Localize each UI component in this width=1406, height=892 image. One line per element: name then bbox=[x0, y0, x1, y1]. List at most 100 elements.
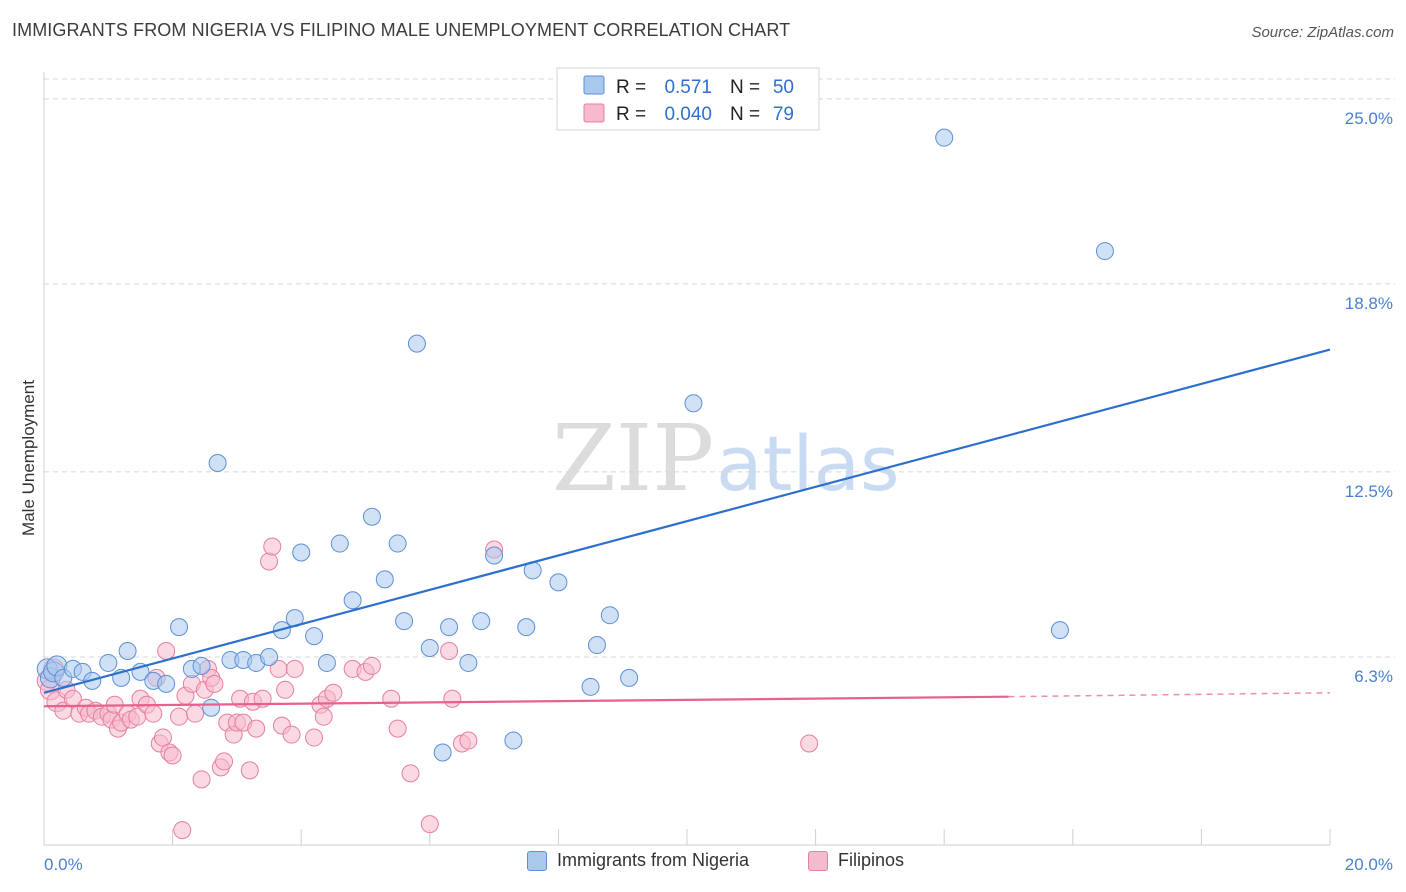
y-tick-label: 6.3% bbox=[1354, 667, 1393, 686]
filipinos-trend-line bbox=[43, 695, 1009, 708]
nigeria-point bbox=[472, 612, 491, 631]
filipinos-series-label: Filipinos bbox=[838, 850, 905, 870]
legend-n-value-1: 50 bbox=[773, 77, 794, 98]
chart-title: IMMIGRANTS FROM NIGERIA VS FILIPINO MALE… bbox=[12, 20, 791, 40]
filipinos-swatch bbox=[808, 850, 828, 871]
nigeria-point bbox=[260, 647, 279, 666]
filipinos-point bbox=[63, 689, 82, 708]
filipinos-point bbox=[157, 642, 176, 661]
filipinos-point bbox=[163, 746, 182, 765]
legend-r-label-2: R = bbox=[616, 104, 646, 125]
nigeria-point bbox=[1050, 621, 1069, 640]
filipinos-point bbox=[215, 752, 234, 771]
filipinos-point bbox=[305, 728, 324, 747]
source-label: Source: ZipAtlas.com bbox=[1251, 24, 1394, 41]
filipinos-point bbox=[192, 770, 211, 789]
y-tick-label: 12.5% bbox=[1345, 482, 1393, 501]
nigeria-series-label: Immigrants from Nigeria bbox=[557, 850, 750, 870]
nigeria-point bbox=[459, 653, 478, 672]
filipinos-point bbox=[247, 719, 266, 738]
nigeria-point bbox=[362, 507, 381, 526]
filipinos-point bbox=[459, 731, 478, 750]
nigeria-point bbox=[587, 636, 606, 655]
legend-swatch-filipinos bbox=[583, 103, 605, 123]
filipinos-point bbox=[440, 642, 459, 661]
nigeria-point bbox=[935, 128, 954, 147]
series-legend-nigeria: Immigrants from Nigeria bbox=[527, 850, 749, 871]
filipinos-point bbox=[153, 728, 172, 747]
nigeria-point bbox=[600, 606, 619, 625]
legend-n-label-2: N = bbox=[730, 104, 760, 125]
nigeria-point bbox=[1095, 242, 1114, 261]
legend-r-label-1: R = bbox=[616, 77, 646, 98]
nigeria-point bbox=[192, 656, 211, 675]
y-tick-labels: 6.3% 12.5% 18.8% 25.0% bbox=[1345, 109, 1393, 686]
y-tick-label: 18.8% bbox=[1345, 294, 1393, 313]
nigeria-point bbox=[208, 453, 227, 472]
filipinos-point bbox=[285, 659, 304, 678]
nigeria-point bbox=[343, 591, 362, 610]
filipinos-point bbox=[263, 537, 282, 556]
nigeria-trend-line bbox=[43, 348, 1331, 694]
x-tick-labels: 0.0% 20.0% bbox=[44, 855, 1393, 874]
filipinos-point bbox=[401, 764, 420, 783]
nigeria-point bbox=[202, 698, 221, 717]
nigeria-point bbox=[388, 534, 407, 553]
y-tick-label: 25.0% bbox=[1345, 109, 1393, 128]
nigeria-point bbox=[485, 546, 504, 565]
filipinos-point bbox=[800, 734, 819, 753]
filipinos-point bbox=[324, 683, 343, 702]
nigeria-points bbox=[36, 128, 1114, 762]
filipinos-trend-extension bbox=[1008, 692, 1331, 698]
nigeria-point bbox=[99, 653, 118, 672]
filipinos-point bbox=[240, 761, 259, 780]
filipinos-point bbox=[170, 707, 189, 726]
trend-lines bbox=[43, 348, 1331, 708]
nigeria-point bbox=[375, 570, 394, 589]
nigeria-point bbox=[170, 618, 189, 637]
legend-r-value-2: 0.040 bbox=[664, 104, 712, 125]
nigeria-point bbox=[157, 674, 176, 693]
nigeria-point bbox=[407, 334, 426, 353]
correlation-legend: R = 0.571 N = 50 R = 0.040 N = 79 bbox=[556, 67, 820, 131]
watermark-atlas: atlas bbox=[716, 419, 900, 508]
filipinos-point bbox=[388, 719, 407, 738]
filipinos-point bbox=[205, 674, 224, 693]
filipinos-point bbox=[260, 552, 279, 571]
filipinos-point bbox=[420, 815, 439, 834]
x-tick-label-min: 0.0% bbox=[44, 855, 83, 874]
x-tick-marks bbox=[43, 829, 1331, 845]
nigeria-point bbox=[581, 677, 600, 696]
grid-lines bbox=[44, 78, 1395, 658]
legend-swatch-nigeria bbox=[583, 75, 605, 95]
filipinos-point bbox=[186, 704, 205, 723]
nigeria-point bbox=[517, 618, 536, 637]
watermark-zip: ZIP bbox=[552, 405, 714, 512]
nigeria-point bbox=[118, 642, 137, 661]
series-legend-filipinos: Filipinos bbox=[808, 850, 904, 871]
filipinos-point bbox=[314, 707, 333, 726]
filipinos-point bbox=[282, 725, 301, 744]
legend-r-value-1: 0.571 bbox=[664, 77, 712, 98]
filipinos-points bbox=[36, 537, 819, 840]
nigeria-point bbox=[433, 743, 452, 762]
filipinos-point bbox=[144, 704, 163, 723]
nigeria-point bbox=[420, 639, 439, 658]
nigeria-point bbox=[292, 543, 311, 562]
filipinos-point bbox=[382, 689, 401, 708]
nigeria-point bbox=[504, 731, 523, 750]
nigeria-point bbox=[305, 627, 324, 646]
legend-n-label-1: N = bbox=[730, 77, 760, 98]
filipinos-point bbox=[443, 689, 462, 708]
nigeria-point bbox=[395, 612, 414, 631]
nigeria-point bbox=[440, 618, 459, 637]
legend-n-value-2: 79 bbox=[773, 104, 794, 125]
y-axis-label: Male Unemployment bbox=[19, 380, 38, 536]
x-tick-label-max: 20.0% bbox=[1345, 855, 1393, 874]
nigeria-point bbox=[317, 653, 336, 672]
series-legend: Immigrants from Nigeria Filipinos bbox=[0, 850, 1406, 880]
filipinos-point bbox=[173, 821, 192, 840]
nigeria-point bbox=[684, 394, 703, 413]
nigeria-point bbox=[620, 668, 639, 687]
